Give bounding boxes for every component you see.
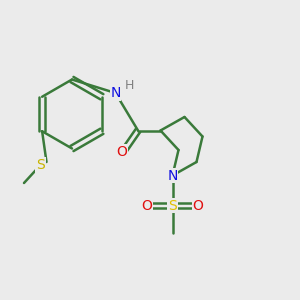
Text: N: N: [110, 86, 121, 100]
Text: O: O: [116, 145, 127, 158]
Text: O: O: [193, 199, 203, 212]
Text: S: S: [168, 199, 177, 212]
Text: H: H: [124, 79, 134, 92]
Text: O: O: [142, 199, 152, 212]
Text: N: N: [167, 169, 178, 182]
Text: S: S: [36, 158, 45, 172]
